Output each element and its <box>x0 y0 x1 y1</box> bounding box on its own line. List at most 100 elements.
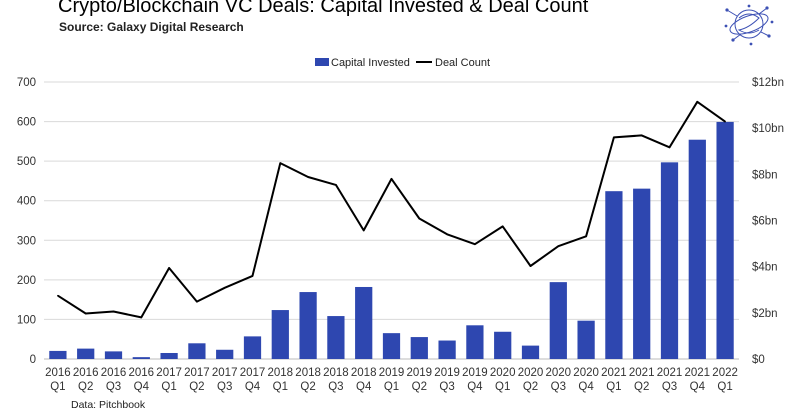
right-axis-tick-label: $10bn <box>752 123 784 135</box>
right-axis-tick-label: $0 <box>752 354 765 366</box>
x-tick-year: 2018 <box>351 367 377 379</box>
capital-invested-bar <box>243 336 262 359</box>
x-tick-year: 2018 <box>268 367 294 379</box>
deal-count-point <box>196 300 198 303</box>
capital-invested-bar <box>327 316 345 359</box>
left-axis-tick-label: 100 <box>17 314 36 326</box>
capital-invested-bar <box>382 333 401 359</box>
left-axis-tick-label: 300 <box>17 235 36 247</box>
deal-count-point <box>84 312 87 315</box>
deal-count-point <box>168 267 170 269</box>
left-axis-tick-label: 600 <box>17 117 36 129</box>
x-tick-quarter: Q2 <box>189 381 204 393</box>
deal-count-point <box>640 134 643 137</box>
x-tick-year: 2020 <box>490 367 516 379</box>
capital-invested-bar <box>466 325 484 359</box>
x-tick-year: 2019 <box>407 367 433 379</box>
deal-count-point <box>501 225 504 228</box>
deal-count-point <box>696 100 699 103</box>
x-tick-year: 2018 <box>295 367 321 379</box>
deal-count-point <box>223 286 226 289</box>
x-tick-quarter: Q3 <box>328 381 343 393</box>
x-tick-year: 2017 <box>156 367 182 379</box>
x-tick-year: 2022 <box>712 367 738 379</box>
x-tick-quarter: Q2 <box>412 381 427 393</box>
x-tick-quarter: Q1 <box>161 381 176 393</box>
x-tick-quarter: Q4 <box>356 381 372 393</box>
x-tick-quarter: Q1 <box>606 381 621 393</box>
gridlines <box>44 81 739 360</box>
left-axis-tick-label: 400 <box>17 196 36 208</box>
x-tick-year: 2021 <box>657 367 683 379</box>
x-tick-quarter: Q2 <box>300 381 315 393</box>
left-axis-ticks: 0 100 200 300 400 500 600 700 <box>17 77 36 366</box>
x-tick-quarter: Q4 <box>578 381 594 393</box>
x-tick-quarter: Q1 <box>50 381 65 393</box>
deal-count-point <box>251 275 254 277</box>
x-tick-quarter: Q3 <box>106 381 121 393</box>
x-tick-quarter: Q1 <box>717 381 732 393</box>
deal-count-point <box>279 162 282 164</box>
x-tick-year: 2020 <box>518 367 544 379</box>
deal-count-point <box>529 265 532 267</box>
x-tick-year: 2017 <box>212 367 238 379</box>
capital-invested-bar <box>271 310 289 359</box>
capital-invested-bar <box>299 292 317 359</box>
right-axis-tick-label: $4bn <box>752 262 778 274</box>
x-tick-year: 2018 <box>323 367 349 379</box>
right-axis-ticks: $0 $2bn $4bn $6bn $8bn $10bn $12bn <box>752 77 784 366</box>
deal-count-point <box>307 176 309 178</box>
deal-count-point <box>418 217 421 220</box>
deal-count-point <box>613 136 615 139</box>
chart-title: Crypto/Blockchain VC Deals: Capital Inve… <box>58 0 589 17</box>
x-tick-quarter: Q3 <box>551 381 566 393</box>
x-tick-quarter: Q2 <box>634 381 649 393</box>
capital-invested-bar <box>549 282 567 359</box>
deal-count-point <box>57 294 59 297</box>
capital-invested-bar <box>104 351 123 359</box>
capital-invested-bar <box>577 320 595 359</box>
capital-invested-bar <box>132 357 150 359</box>
x-tick-quarter: Q4 <box>134 381 150 393</box>
deal-count-point <box>474 243 476 246</box>
capital-invested-bar <box>438 340 456 359</box>
x-tick-quarter: Q2 <box>78 381 93 393</box>
x-tick-year: 2020 <box>573 367 599 379</box>
capital-invested-bar <box>355 286 373 359</box>
galaxy-logo-icon <box>724 4 774 46</box>
x-tick-year: 2019 <box>434 367 460 379</box>
x-tick-quarter: Q1 <box>384 381 399 393</box>
deal-count-point <box>446 233 448 236</box>
deal-count-point <box>557 245 560 248</box>
deal-count-point <box>585 235 587 238</box>
right-axis-tick-label: $12bn <box>752 77 784 89</box>
capital-invested-bar <box>49 350 67 359</box>
x-axis-ticks: 2016 Q1 2016 Q2 2016 Q3 2016 Q4 2017 Q1 2017 Q2 2017… <box>45 367 738 393</box>
x-tick-year: 2020 <box>546 367 572 379</box>
x-tick-quarter: Q4 <box>245 381 261 393</box>
x-tick-year: 2016 <box>101 367 127 379</box>
deal-count-point <box>362 229 365 232</box>
legend-deal-count: Deal Count <box>435 57 490 69</box>
x-tick-year: 2021 <box>685 367 711 379</box>
capital-invested-bar <box>633 188 651 359</box>
x-tick-year: 2019 <box>379 367 405 379</box>
chart-subtitle: Source: Galaxy Digital Research <box>59 20 244 34</box>
x-tick-year: 2017 <box>240 367 266 379</box>
capital-invested-bar <box>494 331 512 359</box>
x-tick-year: 2016 <box>129 367 155 379</box>
deal-count-point <box>668 146 671 149</box>
x-tick-quarter: Q1 <box>273 381 288 393</box>
x-tick-quarter: Q4 <box>467 381 483 393</box>
left-axis-tick-label: 700 <box>17 77 36 89</box>
x-tick-year: 2019 <box>462 367 488 379</box>
deal-count-point <box>140 316 143 319</box>
x-tick-year: 2016 <box>73 367 99 379</box>
x-tick-quarter: Q2 <box>523 381 538 393</box>
legend-capital-invested: Capital Invested <box>331 57 410 69</box>
legend-bar-swatch <box>315 58 329 66</box>
capital-invested-bar <box>410 337 428 359</box>
deal-count-line <box>57 100 726 319</box>
capital-invested-bar <box>77 348 95 359</box>
